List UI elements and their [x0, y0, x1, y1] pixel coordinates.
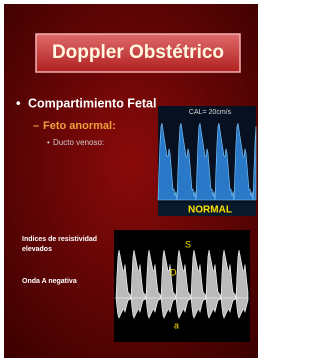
- wave-label: D: [170, 267, 177, 277]
- bullet-marker: –: [33, 120, 39, 132]
- note-text: Onda A negativa: [22, 278, 77, 285]
- image-header: CAL= 20cm/s: [189, 109, 232, 116]
- wave-label: S: [185, 239, 191, 249]
- slide-title: Doppler Obstétrico: [52, 42, 224, 63]
- doppler-image-top: CAL= 20cm/s NORMAL: [158, 106, 256, 216]
- page: Doppler Obstétrico • Compartimiento Feta…: [0, 0, 262, 362]
- slide: Doppler Obstétrico • Compartimiento Feta…: [0, 0, 262, 362]
- bullet-marker: •: [16, 95, 21, 110]
- image-label: NORMAL: [188, 205, 232, 216]
- doppler-image-bottom: S D a: [114, 230, 250, 342]
- wave-label: a: [174, 320, 179, 330]
- bullet-level-1: Compartimiento Fetal: [28, 96, 157, 110]
- bullet-level-3: Ducto venoso:: [53, 138, 104, 147]
- bullet-level-2: Feto anormal:: [43, 120, 116, 132]
- note-text: Indices de resistividad: [22, 236, 97, 243]
- note-text: elevados: [22, 246, 52, 253]
- bullet-marker: •: [47, 138, 50, 147]
